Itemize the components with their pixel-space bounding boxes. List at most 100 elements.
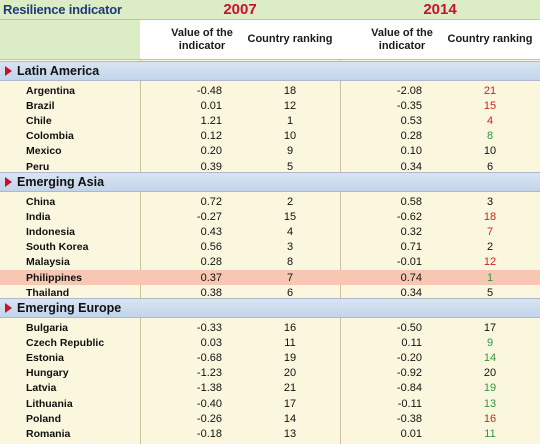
value-2014: 0.74 <box>400 271 422 284</box>
value-2014: 0.34 <box>400 160 422 173</box>
country-name: India <box>26 210 51 223</box>
value-2007: 0.39 <box>200 160 222 173</box>
column-header-value-2007: Value of the indicator <box>171 26 233 52</box>
table-title: Resilience indicator <box>3 2 122 17</box>
table-row: Chile 1.21 1 0.53 4 <box>0 113 540 128</box>
country-name: Poland <box>26 412 62 425</box>
value-2007: 0.72 <box>200 195 222 208</box>
value-2007: -0.18 <box>196 427 222 440</box>
table-row: Latvia -1.38 21 -0.84 19 <box>0 381 540 396</box>
ranking-2007: 5 <box>286 160 294 173</box>
table-row: Estonia -0.68 19 -0.20 14 <box>0 350 540 365</box>
country-name: Argentina <box>26 84 76 97</box>
value-2007: 0.37 <box>200 271 222 284</box>
ranking-2007: 17 <box>283 397 297 410</box>
country-name: South Korea <box>26 241 89 254</box>
country-name: Czech Republic <box>26 336 105 349</box>
ranking-2007: 14 <box>283 412 297 425</box>
value-2014: -0.84 <box>396 382 422 395</box>
country-name: Hungary <box>26 367 69 380</box>
value-2014: 0.34 <box>400 286 422 299</box>
value-2014: 0.01 <box>400 427 422 440</box>
value-2014: -0.38 <box>396 412 422 425</box>
table-row: Argentina -0.48 18 -2.08 21 <box>0 83 540 98</box>
arrow-right-icon <box>5 177 12 187</box>
ranking-2007: 1 <box>286 114 294 127</box>
region-label: Emerging Asia <box>0 173 540 191</box>
value-2007: 0.01 <box>200 99 222 112</box>
table-row: India -0.27 15 -0.62 18 <box>0 209 540 224</box>
country-name: Romania <box>26 427 71 440</box>
ranking-2014: 18 <box>483 210 497 223</box>
country-name: Peru <box>26 160 50 173</box>
ranking-2014: 6 <box>486 160 494 173</box>
value-2014: -0.62 <box>396 210 422 223</box>
ranking-2007: 2 <box>286 195 294 208</box>
ranking-2014: 5 <box>486 286 494 299</box>
arrow-right-icon <box>5 66 12 76</box>
value-2007: 0.56 <box>200 241 222 254</box>
value-2007: 0.43 <box>200 225 222 238</box>
table-row: Romania -0.18 13 0.01 11 <box>0 426 540 441</box>
ranking-2007: 7 <box>286 271 294 284</box>
value-2007: -0.26 <box>196 412 222 425</box>
value-2007: -1.38 <box>196 382 222 395</box>
ranking-2007: 12 <box>283 99 297 112</box>
year-2007-header: 2007 <box>223 1 257 18</box>
ranking-2014: 7 <box>486 225 494 238</box>
country-name: Bulgaria <box>26 321 69 334</box>
ranking-2007: 8 <box>286 256 294 269</box>
value-2007: 0.28 <box>200 256 222 269</box>
value-2007: 0.03 <box>200 336 222 349</box>
country-name: Lithuania <box>26 397 73 410</box>
region-header: Latin America <box>0 61 540 81</box>
value-2014: -0.35 <box>396 99 422 112</box>
ranking-2014: 17 <box>483 321 497 334</box>
ranking-2007: 21 <box>283 382 297 395</box>
country-name: Colombia <box>26 130 74 143</box>
table-row: Philippines 0.37 7 0.74 1 <box>0 270 540 285</box>
ranking-2014: 10 <box>483 145 497 158</box>
ranking-2014: 8 <box>486 130 494 143</box>
value-2007: -1.23 <box>196 367 222 380</box>
region-label: Latin America <box>0 62 540 80</box>
ranking-2014: 14 <box>483 351 497 364</box>
value-2014: 0.53 <box>400 114 422 127</box>
value-2014: -0.01 <box>396 256 422 269</box>
value-2014: -0.20 <box>396 351 422 364</box>
ranking-2007: 20 <box>283 367 297 380</box>
country-name: Chile <box>26 114 52 127</box>
ranking-2014: 20 <box>483 367 497 380</box>
country-name: Thailand <box>26 286 70 299</box>
country-name: Estonia <box>26 351 64 364</box>
column-header-value-2014: Value of the indicator <box>371 26 433 52</box>
year-2014-header: 2014 <box>423 1 457 18</box>
value-2014: -0.50 <box>396 321 422 334</box>
ranking-2014: 3 <box>486 195 494 208</box>
value-2014: 0.32 <box>400 225 422 238</box>
ranking-2014: 13 <box>483 397 497 410</box>
country-name: Indonesia <box>26 225 76 238</box>
value-2007: -0.27 <box>196 210 222 223</box>
ranking-2014: 19 <box>483 382 497 395</box>
value-2007: -0.48 <box>196 84 222 97</box>
column-header-ranking-2007: Country ranking <box>247 33 333 45</box>
value-2007: 0.12 <box>200 130 222 143</box>
value-2007: 1.21 <box>200 114 222 127</box>
ranking-2007: 16 <box>283 321 297 334</box>
table-row: Bulgaria -0.33 16 -0.50 17 <box>0 320 540 335</box>
column-header-ranking-2014: Country ranking <box>447 33 533 45</box>
value-2014: -0.11 <box>397 397 422 410</box>
ranking-2007: 10 <box>283 130 297 143</box>
region-header: Emerging Europe <box>0 298 540 318</box>
ranking-2014: 21 <box>483 84 497 97</box>
region-name: Emerging Asia <box>17 175 105 189</box>
table-row: Hungary -1.23 20 -0.92 20 <box>0 366 540 381</box>
value-2014: 0.71 <box>400 241 422 254</box>
title-row: Resilience indicator 2007 2014 <box>0 0 540 20</box>
ranking-2007: 19 <box>283 351 297 364</box>
table-row: China 0.72 2 0.58 3 <box>0 194 540 209</box>
ranking-2014: 15 <box>483 99 497 112</box>
value-2014: 0.10 <box>400 145 422 158</box>
